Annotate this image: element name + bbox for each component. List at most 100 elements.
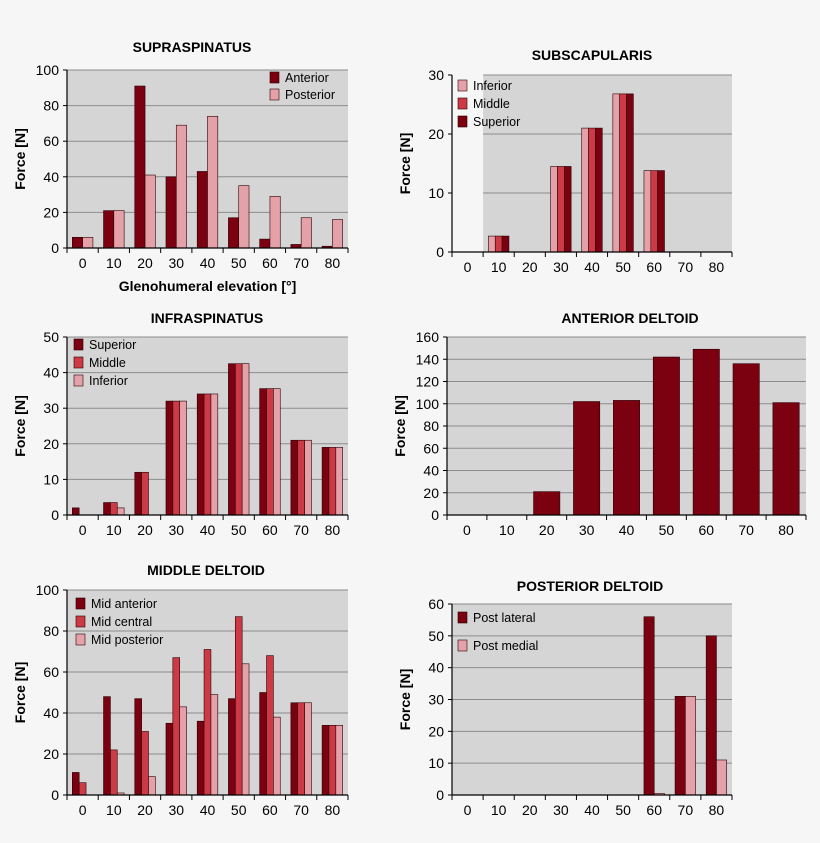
y-tick-label: 60 [43,133,59,149]
legend-label: Mid posterior [91,633,163,647]
x-tick-label: 80 [325,522,341,538]
y-tick-label: 0 [431,507,439,523]
x-tick-label: 40 [584,802,600,818]
x-tick-label: 40 [200,255,216,271]
bar-anterior-deltoid [692,348,720,516]
y-tick-label: 0 [51,787,59,803]
y-tick-label: 30 [428,67,444,83]
legend-swatch [457,79,468,92]
y-tick-label: 20 [43,204,59,220]
y-tick-label: 10 [428,755,444,771]
x-tick-label: 10 [106,522,122,538]
y-tick-label: 60 [423,440,439,456]
y-tick-label: 120 [416,374,440,390]
legend-label: Superior [89,338,136,352]
bar-anterior-deltoid [573,401,601,516]
y-tick-label: 0 [436,787,444,803]
legend-swatch [269,88,280,101]
y-tick-label: 80 [43,623,59,639]
x-tick-label: 10 [499,522,515,538]
y-tick-label: 100 [416,396,440,412]
x-tick-label: 30 [553,802,569,818]
legend-swatch [73,356,84,369]
x-tick-label: 80 [778,522,794,538]
chart-title: SUPRASPINATUS [133,39,252,55]
bar-anterior-deltoid [732,363,760,516]
x-tick-label: 0 [464,802,472,818]
legend-swatch [269,71,280,84]
x-tick-label: 80 [325,802,341,818]
x-tick-label: 10 [491,802,507,818]
y-tick-label: 30 [428,692,444,708]
x-tick-label: 50 [231,255,247,271]
legend-label: Mid central [91,615,152,629]
y-tick-label: 40 [43,705,59,721]
x-tick-label: 60 [262,802,278,818]
legend-label: Posterior [285,88,335,102]
x-tick-label: 0 [79,255,87,271]
y-tick-label: 40 [423,463,439,479]
y-axis-label: Force [N] [12,662,28,723]
y-tick-label: 10 [428,185,444,201]
legend-swatch [457,639,468,652]
x-tick-label: 60 [698,522,714,538]
x-tick-label: 70 [738,522,754,538]
x-axis-label: Glenohumeral elevation [°] [119,278,297,294]
bar-anterior-deltoid [613,400,640,516]
y-tick-label: 80 [43,98,59,114]
y-axis-label: Force [N] [392,395,408,456]
x-tick-label: 70 [678,802,694,818]
x-tick-label: 30 [553,259,569,275]
x-tick-label: 50 [231,522,247,538]
x-tick-label: 10 [491,259,507,275]
y-tick-label: 0 [51,507,59,523]
legend-label: Mid anterior [91,597,157,611]
legend-swatch [457,115,468,128]
y-axis-label: Force [N] [397,669,413,730]
legend-label: Inferior [473,79,512,93]
x-tick-label: 10 [106,255,122,271]
x-tick-label: 20 [522,802,538,818]
bar-anterior-deltoid [652,356,680,516]
x-tick-label: 40 [200,802,216,818]
legend-label: Anterior [285,71,329,85]
legend-swatch [73,338,84,351]
y-tick-label: 40 [43,365,59,381]
x-tick-label: 0 [463,522,471,538]
y-tick-label: 160 [416,329,440,345]
x-tick-label: 50 [615,259,631,275]
x-tick-label: 80 [709,259,725,275]
x-tick-label: 70 [678,259,694,275]
y-tick-label: 50 [428,628,444,644]
y-tick-label: 40 [428,660,444,676]
x-tick-label: 20 [137,255,153,271]
x-tick-label: 30 [168,255,184,271]
y-tick-label: 20 [428,126,444,142]
chart-title: MIDDLE DELTOID [147,562,265,578]
plot-area [483,75,732,252]
bar-post-lateral [705,635,717,796]
legend-swatch [75,615,86,628]
legend-label: Middle [89,356,126,370]
y-tick-label: 40 [43,169,59,185]
legend-swatch [75,597,86,610]
x-tick-label: 0 [464,259,472,275]
chart-title: SUBSCAPULARIS [532,47,653,63]
y-tick-label: 140 [416,351,440,367]
y-axis-label: Force [N] [12,395,28,456]
x-tick-label: 60 [646,259,662,275]
bar-post-lateral [674,696,686,796]
x-tick-label: 30 [168,522,184,538]
chart-title: ANTERIOR DELTOID [561,310,698,326]
x-tick-label: 20 [137,802,153,818]
x-tick-label: 70 [293,802,309,818]
x-tick-label: 30 [168,802,184,818]
legend-label: Post medial [473,639,538,653]
x-tick-label: 10 [106,802,122,818]
x-tick-label: 60 [646,802,662,818]
y-tick-label: 20 [43,436,59,452]
x-tick-label: 20 [137,522,153,538]
x-tick-label: 50 [231,802,247,818]
x-tick-label: 40 [584,259,600,275]
